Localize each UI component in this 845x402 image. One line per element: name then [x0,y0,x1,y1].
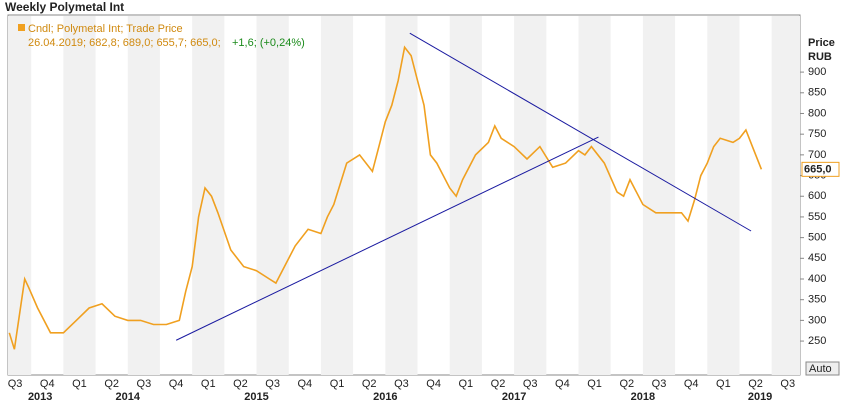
y-tick-label: 900 [808,66,826,78]
x-tick-label: Q1 [458,378,473,390]
year-label: 2015 [244,391,268,402]
y-tick-label: 250 [808,335,826,347]
y-tick-label: 550 [808,211,826,223]
x-tick-label: Q1 [201,378,216,390]
x-tick-label: Q3 [394,378,409,390]
price-line [8,45,763,350]
scale-mode[interactable]: Auto [809,363,832,375]
y-tick-label: 300 [808,314,826,326]
x-tick-label: Q2 [362,378,377,390]
quarter-band [127,16,160,375]
year-label: 2019 [748,391,772,402]
y-tick-label: 750 [808,128,826,140]
quarter-band [642,16,676,375]
quarter-band [578,16,611,375]
quarter-band [192,16,225,375]
y-axis-unit: RUB [808,51,832,63]
trend-line [175,136,599,341]
y-tick-label: 600 [808,190,826,202]
change-label: +1,6; (+0,24%) [232,37,305,49]
trend-line [409,32,752,232]
quarter-band [8,16,32,375]
x-tick-label: Q2 [619,378,634,390]
y-axis-label: Price [808,37,835,49]
x-tick-label: Q2 [104,378,119,390]
x-tick-label: Q4 [555,378,570,390]
x-tick-label: Q4 [426,378,441,390]
x-tick-label: Q1 [587,378,602,390]
year-label: 2013 [28,391,52,402]
quarter-band [514,16,547,375]
x-tick-label: Q2 [491,378,506,390]
last-price-label: 665,0 [804,163,832,175]
year-label: 2014 [116,391,141,402]
x-tick-label: Q3 [265,378,280,390]
quarter-band [771,16,800,375]
year-label: 2016 [373,391,397,402]
legend-swatch [18,24,25,31]
quarter-band [707,16,740,375]
y-tick-label: 850 [808,87,826,99]
x-tick-label: Q4 [684,378,699,390]
x-tick-label: Q2 [233,378,248,390]
x-tick-label: Q3 [8,378,23,390]
x-tick-label: Q4 [40,378,55,390]
y-tick-label: 800 [808,107,826,119]
x-tick-label: Q4 [169,378,184,390]
y-tick-label: 500 [808,232,826,244]
x-tick-label: Q3 [137,378,152,390]
year-label: 2018 [631,391,655,402]
x-tick-label: Q1 [72,378,87,390]
x-tick-label: Q3 [523,378,538,390]
legend-label: Cndl; Polymetal Int; Trade Price [28,23,183,35]
info-line: 26.04.2019; 682,8; 689,0; 655,7; 665,0; [28,37,221,49]
y-tick-label: 400 [808,273,826,285]
quarter-band [63,16,96,375]
x-tick-label: Q4 [297,378,312,390]
y-tick-label: 700 [808,149,826,161]
x-tick-label: Q1 [716,378,731,390]
x-tick-label: Q3 [780,378,795,390]
x-tick-label: Q2 [748,378,763,390]
quarter-band [385,16,418,375]
last-price-box [801,161,840,177]
y-tick-label: 450 [808,252,826,264]
year-label: 2017 [502,391,526,402]
x-tick-label: Q1 [330,378,345,390]
y-tick-label: 350 [808,294,826,306]
quarter-band [256,16,289,375]
chart-title: Weekly Polymetal Int [5,0,124,14]
scale-mode-button[interactable] [805,361,840,376]
x-tick-label: Q3 [652,378,667,390]
